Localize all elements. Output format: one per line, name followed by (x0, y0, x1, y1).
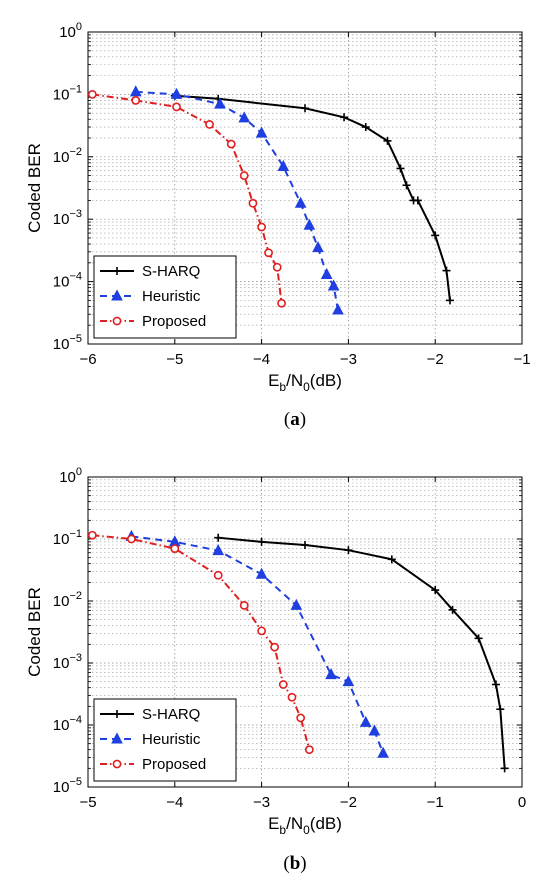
y-tick-label: 100 (59, 21, 82, 41)
series-heuristic (129, 85, 344, 315)
data-point (213, 570, 223, 580)
x-tick-label: 0 (518, 794, 526, 811)
data-point (287, 692, 297, 702)
y-tick-label: 10−5 (53, 333, 82, 353)
data-point (304, 745, 314, 755)
legend-marker (111, 289, 123, 301)
legend-marker (112, 759, 122, 769)
x-tick-label: −3 (340, 351, 357, 368)
data-point (377, 746, 389, 758)
x-tick-label: −2 (340, 794, 357, 811)
x-tick-label: −3 (253, 794, 270, 811)
x-tick-label: −4 (253, 351, 270, 368)
data-point (272, 262, 282, 272)
y-tick-label: 10−2 (53, 590, 82, 610)
legend-marker (111, 732, 123, 744)
data-point (359, 715, 372, 727)
data-point (332, 303, 344, 315)
legend-label: Proposed (142, 313, 206, 330)
data-point (226, 139, 236, 149)
series-s-harq (214, 533, 509, 773)
data-point (238, 111, 251, 123)
data-point (172, 102, 181, 112)
data-point (170, 544, 180, 554)
data-point (170, 87, 183, 99)
chart-panel-b: 10−5 10−4 10−3 10−2 10−1 100 −5 −4 −3 −2 −1 0 Eb/N0(… (25, 466, 526, 874)
data-point (290, 598, 303, 610)
data-point (126, 534, 136, 544)
y-tick-label: 10−4 (53, 714, 82, 734)
x-tick-label: −5 (166, 351, 183, 368)
data-point (294, 196, 307, 208)
data-point (257, 626, 266, 636)
data-point (278, 680, 288, 689)
legend-label: S-HARQ (142, 263, 200, 280)
x-tick-label: −6 (79, 351, 96, 368)
data-point (248, 198, 258, 208)
data-point (327, 279, 340, 291)
axes-box (87, 31, 523, 345)
data-point (320, 267, 333, 279)
x-tick-label: −5 (79, 794, 96, 811)
legend-label: Heuristic (142, 731, 201, 748)
x-tick-label: −1 (427, 794, 444, 811)
data-point (312, 241, 324, 253)
panel-caption: (b) (283, 853, 306, 874)
legend-label: Proposed (142, 756, 206, 773)
chart-panel-a: 10−5 10−4 10−3 10−2 10−1 100 −6 −5 −4 −3 −2 −1 Eb/N0… (25, 21, 531, 430)
data-point (131, 96, 141, 105)
series-line (92, 93, 283, 304)
data-point (255, 126, 268, 138)
legend: S-HARQ Heuristic Proposed (93, 255, 237, 339)
x-tick-label: −2 (427, 351, 444, 368)
x-axis-label: Eb/N0(dB) (268, 814, 342, 837)
data-point (303, 218, 316, 230)
x-tick-label: −4 (166, 794, 183, 811)
data-point (277, 298, 286, 308)
y-tick-label: 10−1 (53, 83, 82, 103)
y-tick-label: 10−2 (53, 146, 82, 166)
data-point (255, 567, 268, 579)
data-point (129, 85, 142, 97)
y-tick-label: 10−4 (53, 271, 82, 291)
legend-label: Heuristic (142, 288, 201, 305)
legend-marker (112, 316, 122, 326)
legend-label: S-HARQ (142, 706, 200, 723)
data-point (239, 600, 249, 610)
y-axis-label: Coded BER (25, 143, 44, 233)
data-point (205, 120, 214, 129)
data-point (368, 724, 381, 736)
series-proposed (87, 530, 314, 755)
data-point (296, 713, 306, 723)
y-tick-label: 10−3 (53, 652, 82, 672)
data-point (239, 171, 249, 180)
y-axis-label: Coded BER (25, 587, 44, 677)
x-axis-label: Eb/N0(dB) (268, 371, 342, 394)
data-point (325, 668, 337, 680)
data-point (342, 675, 355, 687)
data-point (277, 159, 290, 171)
data-point (212, 544, 225, 556)
data-point (87, 90, 97, 99)
data-point (214, 97, 226, 109)
y-tick-label: 100 (59, 466, 82, 486)
x-tick-label: −1 (513, 351, 530, 368)
data-point (87, 530, 97, 540)
data-point (270, 642, 280, 652)
axes-box (87, 476, 523, 788)
data-point (264, 248, 273, 258)
panel-caption: (a) (284, 409, 306, 430)
y-tick-label: 10−5 (53, 776, 82, 796)
legend: S-HARQ Heuristic Proposed (93, 698, 237, 782)
data-point (257, 222, 266, 232)
series-proposed (87, 90, 286, 308)
y-tick-label: 10−3 (53, 208, 82, 228)
y-tick-label: 10−1 (53, 528, 82, 548)
